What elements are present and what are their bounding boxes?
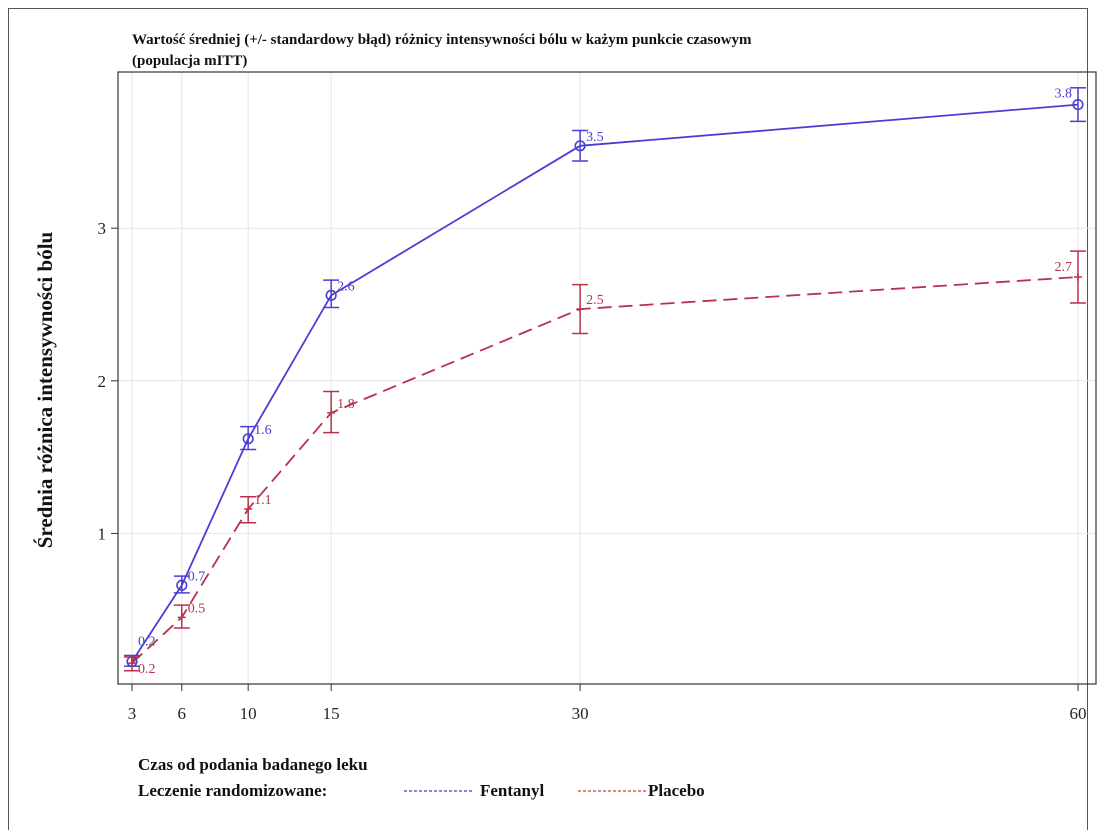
x-tick-label: 60 xyxy=(1070,704,1087,723)
series-line-fentanyl xyxy=(131,103,1079,663)
legend-label-fentanyl: Fentanyl xyxy=(480,781,545,800)
axes: 3 6 10 15 30 60 1 2 3 xyxy=(98,219,1087,723)
chart-frame xyxy=(8,8,1088,830)
data-label: 2.5 xyxy=(586,293,604,308)
data-label: 3.5 xyxy=(586,130,604,145)
x-tick-label: 6 xyxy=(178,704,187,723)
y-axis-title: Średnia różnica intensywności bólu xyxy=(33,231,57,548)
data-label: 1.6 xyxy=(254,423,272,438)
data-label: 3.8 xyxy=(1055,87,1073,102)
series-fentanyl: 0.2 0.7 1.6 2.6 3.5 3.8 xyxy=(124,87,1086,668)
chart-title-line2: (populacja mITT) xyxy=(132,53,247,69)
data-point-marker xyxy=(325,289,337,301)
gridlines xyxy=(118,72,1096,684)
x-tick-label: 3 xyxy=(128,704,137,723)
series-placebo: 0.2 0.5 1.1 1.8 2.5 2.7 xyxy=(124,250,1086,677)
x-tick-label: 30 xyxy=(572,704,589,723)
x-tick-label: 15 xyxy=(323,704,340,723)
data-label: 1.8 xyxy=(337,397,355,412)
chart-title-line1: Wartość średniej (+/- standardowy błąd) … xyxy=(132,32,752,48)
y-tick-label: 2 xyxy=(98,372,107,391)
data-point-marker xyxy=(242,433,254,445)
y-tick-label: 1 xyxy=(98,524,107,543)
data-label: 0.7 xyxy=(188,569,206,584)
series-layer: 0.2 0.7 1.6 2.6 3.5 3.8 0.2 0.5 1.1 1.8 2.5 2.7 xyxy=(124,87,1086,677)
legend-label-placebo: Placebo xyxy=(648,781,705,800)
x-tick-label: 10 xyxy=(240,704,257,723)
data-label: 0.5 xyxy=(188,601,206,616)
data-label: 0.2 xyxy=(138,635,156,650)
y-tick-label: 3 xyxy=(98,219,107,238)
data-point-marker xyxy=(574,140,586,152)
data-label: 0.2 xyxy=(138,662,156,677)
data-label: 1.1 xyxy=(254,493,272,508)
legend-prefix: Leczenie randomizowane: xyxy=(138,781,327,800)
x-axis-title: Czas od podania badanego leku xyxy=(138,755,368,774)
data-label: 2.6 xyxy=(337,279,355,294)
series-line-placebo xyxy=(131,276,1079,664)
data-point-marker xyxy=(176,579,188,591)
data-label: 2.7 xyxy=(1055,260,1073,275)
plot-area xyxy=(117,71,1097,685)
data-point-marker xyxy=(1072,98,1084,111)
